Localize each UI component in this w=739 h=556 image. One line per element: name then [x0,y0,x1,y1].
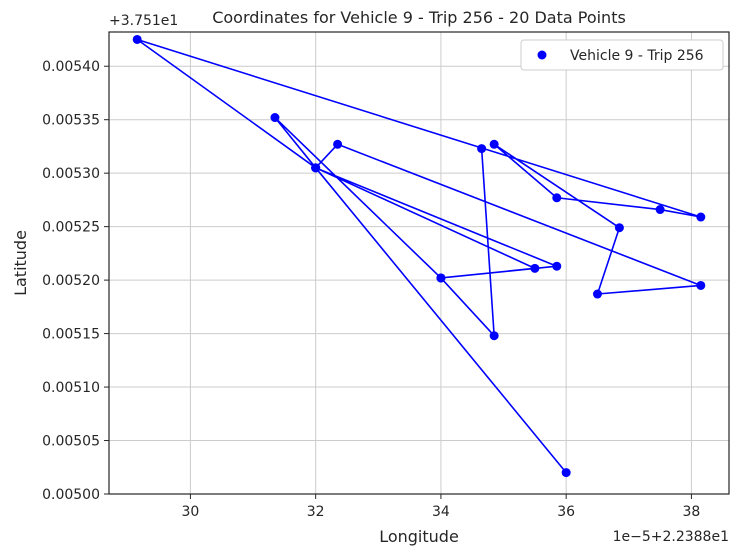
chart-title: Coordinates for Vehicle 9 - Trip 256 - 2… [212,8,626,27]
y-tick-label: 0.00525 [42,220,100,236]
x-tick-label: 38 [683,504,701,520]
y-axis-ticks: 0.00500 0.00505 0.00510 0.00515 0.00520 0.005… [42,59,109,503]
x-tick-label: 32 [307,504,325,520]
data-point [552,193,562,203]
data-point [436,273,446,283]
x-tick-label: 30 [182,504,200,520]
plot-background [109,32,729,494]
x-axis-label: Longitude [379,527,459,546]
y-tick-label: 0.00500 [42,487,100,503]
data-point [311,163,321,173]
x-offset-label: 1e−5+2.2388e1 [613,529,729,545]
data-point [614,223,624,233]
plot-frame [108,31,730,495]
data-point [477,144,487,154]
data-point [592,289,602,299]
data-point [270,113,280,123]
data-point [655,205,665,215]
y-tick-label: 0.00530 [42,166,100,182]
x-tick-label: 36 [557,504,575,520]
legend-marker [537,50,547,60]
data-point [552,261,562,271]
x-axis-ticks: 30 32 34 36 38 [182,494,701,520]
y-tick-label: 0.00515 [42,327,100,343]
x-tick-label: 34 [432,504,450,520]
data-point [132,34,142,44]
y-offset-label: +3.751e1 [109,13,178,29]
data-point [489,139,499,149]
y-tick-label: 0.00535 [42,113,100,129]
y-tick-label: 0.00540 [42,59,100,75]
data-point [333,139,343,149]
data-point [561,468,571,478]
data-point [530,263,540,273]
series-layer [132,34,706,478]
legend-label: Vehicle 9 - Trip 256 [570,48,704,64]
y-tick-label: 0.00520 [42,273,100,289]
y-tick-label: 0.00505 [42,434,100,450]
legend: Vehicle 9 - Trip 256 [520,39,724,71]
y-tick-label: 0.00510 [42,380,100,396]
y-axis-label: Latitude [11,230,30,296]
data-point [696,280,706,290]
series-line [136,38,702,474]
data-point [489,331,499,341]
data-point [696,212,706,222]
legend-box [520,39,724,71]
